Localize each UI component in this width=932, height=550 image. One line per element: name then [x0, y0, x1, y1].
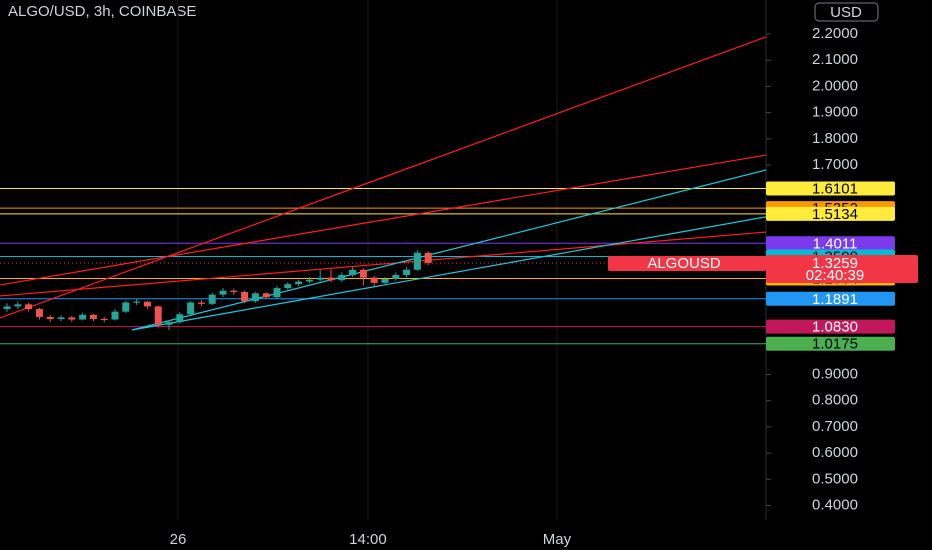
candle-body [165, 322, 173, 325]
candle-body [35, 309, 43, 317]
trend-line [0, 231, 767, 297]
candle-body [143, 301, 151, 307]
candle-body [122, 302, 130, 312]
level-label: 1.0175 [812, 336, 858, 353]
candle-body [230, 290, 238, 293]
level-label: 1.5134 [812, 206, 858, 223]
candle-body [219, 290, 227, 295]
candle-body [327, 277, 335, 281]
candle-body [197, 302, 205, 304]
candle-body [241, 292, 249, 302]
last-price-label: 1.3259 [812, 255, 858, 272]
candle-body [57, 317, 65, 319]
y-tick-label: 1.9000 [812, 104, 858, 121]
candle-body [284, 284, 292, 289]
candle-body [133, 301, 141, 303]
candle-body [413, 252, 421, 270]
trend-line [131, 216, 767, 331]
y-tick-label: 0.4000 [812, 496, 858, 513]
symbol-label: ALGOUSD [647, 255, 721, 272]
currency-label: USD [830, 4, 862, 21]
candle-body [79, 314, 87, 320]
trend-line [131, 169, 767, 331]
candle-body [89, 314, 97, 319]
candle-body [381, 278, 389, 283]
countdown-label: 02:40:39 [806, 267, 864, 284]
last-price-tag [766, 254, 918, 283]
candle-body [338, 275, 346, 281]
y-tick-label: 1.7000 [812, 156, 858, 173]
candle-body [370, 277, 378, 283]
candle-body [262, 293, 270, 298]
candle-body [111, 311, 119, 320]
candle-body [359, 269, 367, 278]
x-tick-label: May [543, 531, 572, 548]
candle-body [295, 281, 303, 285]
y-tick-label: 0.8000 [812, 392, 858, 409]
candle-body [25, 304, 33, 310]
y-tick-label: 1.8000 [812, 130, 858, 147]
trend-line [0, 154, 767, 286]
y-tick-label: 0.6000 [812, 444, 858, 461]
level-label: 1.1891 [812, 291, 858, 308]
candle-body [349, 269, 357, 275]
trend-line [0, 36, 767, 319]
level-tag [766, 319, 895, 334]
candle-body [273, 288, 281, 298]
candle-body [3, 306, 11, 310]
y-tick-label: 0.5000 [812, 470, 858, 487]
candle-body [46, 316, 54, 319]
candle-body [403, 269, 411, 275]
candle-body [187, 302, 195, 315]
candle-body [316, 277, 324, 280]
level-label: 1.4011 [813, 235, 858, 252]
level-tag [766, 181, 895, 196]
candle-body [68, 317, 76, 320]
y-tick-label: 2.0000 [812, 77, 858, 94]
candle-body [424, 252, 432, 263]
symbol-tag [608, 255, 766, 271]
y-tick-label: 2.2000 [812, 25, 858, 42]
y-tick-label: 0.7000 [812, 418, 858, 435]
candle-body [176, 314, 184, 323]
level-tag [766, 336, 895, 351]
level-label: 1.0830 [812, 319, 858, 336]
currency-button[interactable] [814, 2, 879, 22]
candle-body [251, 293, 259, 302]
x-tick-label: 14:00 [349, 531, 387, 548]
candle-body [100, 319, 108, 320]
level-tag [766, 291, 895, 306]
chart-title: ALGO/USD, 3h, COINBASE [8, 3, 196, 20]
candle-body [305, 279, 313, 282]
candle-body [392, 275, 400, 279]
y-tick-label: 0.9000 [812, 365, 858, 382]
candle-body [14, 304, 22, 307]
x-tick-label: 26 [170, 531, 187, 548]
y-tick-label: 2.1000 [812, 51, 858, 68]
level-tag [766, 206, 895, 221]
level-label: 1.6101 [812, 181, 858, 198]
candle-body [208, 294, 216, 304]
level-tag [766, 236, 895, 251]
candle-body [154, 306, 162, 325]
